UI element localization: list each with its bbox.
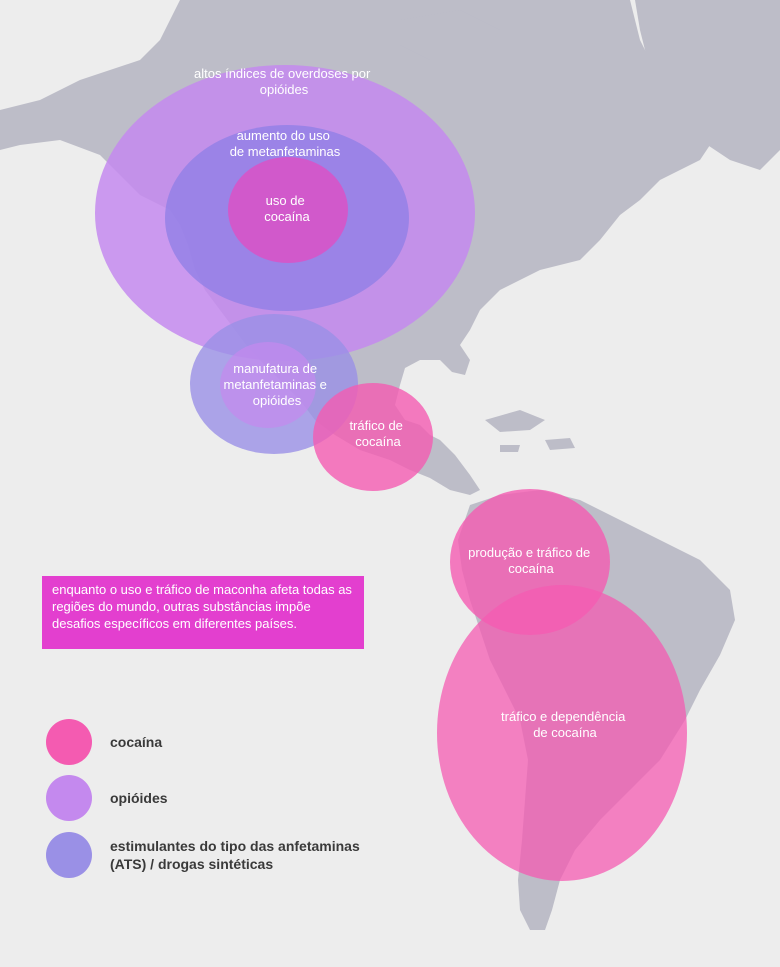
- manufacture-label-line1: manufatura de: [233, 361, 317, 376]
- meth-use-label-line1: aumento do uso: [237, 128, 330, 143]
- dependence-label-line2: de cocaína: [533, 725, 597, 740]
- region-labels: altos índices de overdoses por opióides …: [194, 66, 629, 740]
- legend-label-ats: estimulantes do tipo das anfetaminas (AT…: [110, 838, 360, 872]
- arctic-islands: [400, 10, 610, 95]
- trafficking-central-label-line2: cocaína: [355, 434, 401, 449]
- legend-item-cocaine: cocaína: [46, 719, 370, 765]
- cocaine-trafficking-central-label: tráfico de cocaína: [349, 418, 406, 449]
- cocaine-production-label: produção e tráfico de cocaína: [468, 545, 594, 576]
- legend-swatch-cocaine: [46, 719, 92, 765]
- cocaine-use-label-line2: cocaína: [264, 209, 310, 224]
- meth-opioid-manufacture-label: manufatura de metanfetaminas e opióides: [224, 361, 331, 408]
- production-label-line1: produção e tráfico de: [468, 545, 590, 560]
- cocaine-use-label: uso de cocaína: [264, 193, 310, 224]
- opioid-overdose-label-line1: altos índices de overdoses por: [194, 66, 371, 81]
- meth-use-label-line2: de metanfetaminas: [230, 144, 341, 159]
- cocaine-use-label-line1: uso de: [266, 193, 305, 208]
- legend-label-cocaine: cocaína: [110, 734, 163, 750]
- meth-opioid-manufacture-inner: [220, 342, 316, 428]
- info-note: enquanto o uso e tráfico de maconha afet…: [42, 576, 364, 649]
- caribbean-islands: [485, 410, 575, 452]
- dependence-label-line1: tráfico e dependência: [501, 709, 626, 724]
- cocaine-trafficking-central-circle[interactable]: [313, 383, 433, 491]
- legend-item-opioids: opióides: [46, 775, 370, 821]
- manufacture-label-line2: metanfetaminas e: [224, 377, 327, 392]
- cocaine-dependence-circle[interactable]: [437, 585, 687, 881]
- cocaine-use-circle[interactable]: [228, 157, 348, 263]
- cocaine-dependence-label: tráfico e dependência de cocaína: [501, 709, 629, 740]
- meth-use-label: aumento do uso de metanfetaminas: [230, 128, 341, 159]
- greenland-land: [635, 0, 780, 170]
- legend-item-ats: estimulantes do tipo das anfetaminas (AT…: [46, 832, 370, 878]
- opioid-overdose-label: altos índices de overdoses por opióides: [194, 66, 374, 97]
- legend-swatch-opioids: [46, 775, 92, 821]
- legend-swatch-ats: [46, 832, 92, 878]
- trafficking-central-label-line1: tráfico de: [349, 418, 402, 433]
- opioid-overdose-label-line2: opióides: [260, 82, 309, 97]
- legend-label-opioids: opióides: [110, 790, 168, 806]
- manufacture-label-line3: opióides: [253, 393, 302, 408]
- production-label-line2: cocaína: [508, 561, 554, 576]
- region-circles: [95, 65, 687, 881]
